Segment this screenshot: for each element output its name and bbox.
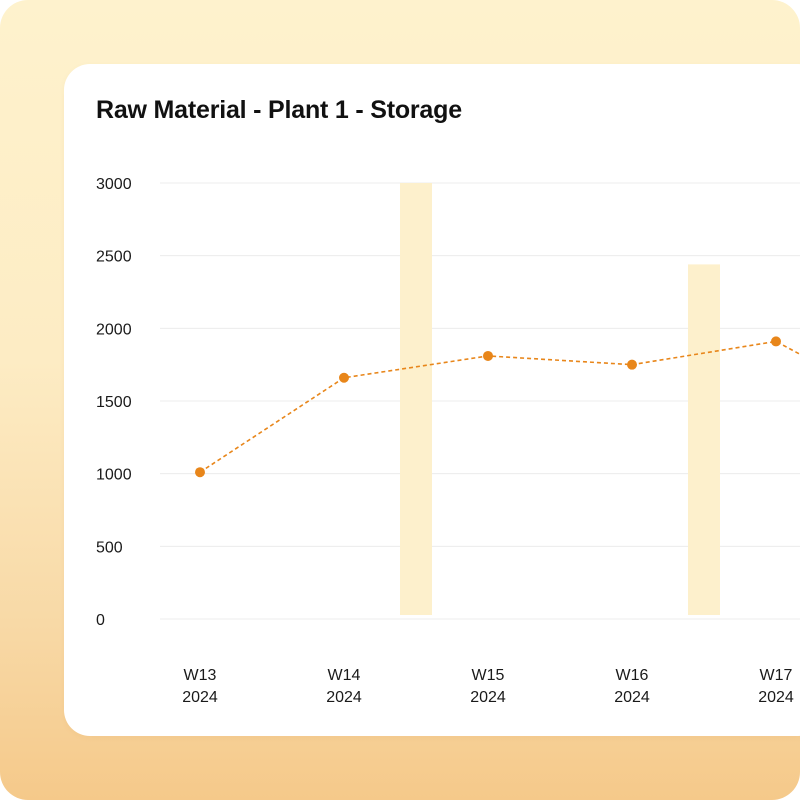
- chart-title: Raw Material - Plant 1 - Storage: [96, 96, 462, 124]
- data-point: [771, 336, 781, 347]
- y-tick-label: 1500: [96, 394, 132, 411]
- line-series: [199, 340, 800, 473]
- data-point: [483, 350, 493, 361]
- data-point: [195, 467, 205, 478]
- x-tick-label: W16 2024: [614, 667, 650, 706]
- x-tick-label: W17 2024: [758, 667, 794, 706]
- x-tick-label: W15 2024: [470, 667, 506, 706]
- y-tick-label: 0: [96, 612, 105, 629]
- bar: [688, 264, 720, 615]
- data-point: [339, 372, 349, 383]
- y-tick-label: 2000: [96, 321, 132, 338]
- x-tick-label: W14 2024: [326, 667, 362, 706]
- data-point: [627, 359, 637, 370]
- bar: [400, 183, 432, 615]
- y-tick-label: 3000: [96, 176, 132, 193]
- y-tick-label: 2500: [96, 249, 132, 266]
- y-tick-label: 1000: [96, 467, 132, 484]
- y-tick-label: 500: [96, 539, 123, 556]
- x-tick-label: W13 2024: [182, 667, 218, 706]
